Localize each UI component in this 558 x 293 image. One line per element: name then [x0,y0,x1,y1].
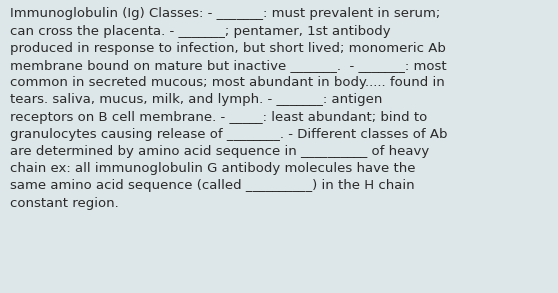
Text: Immunoglobulin (Ig) Classes: - _______: must prevalent in serum;
can cross the p: Immunoglobulin (Ig) Classes: - _______: … [10,7,448,209]
